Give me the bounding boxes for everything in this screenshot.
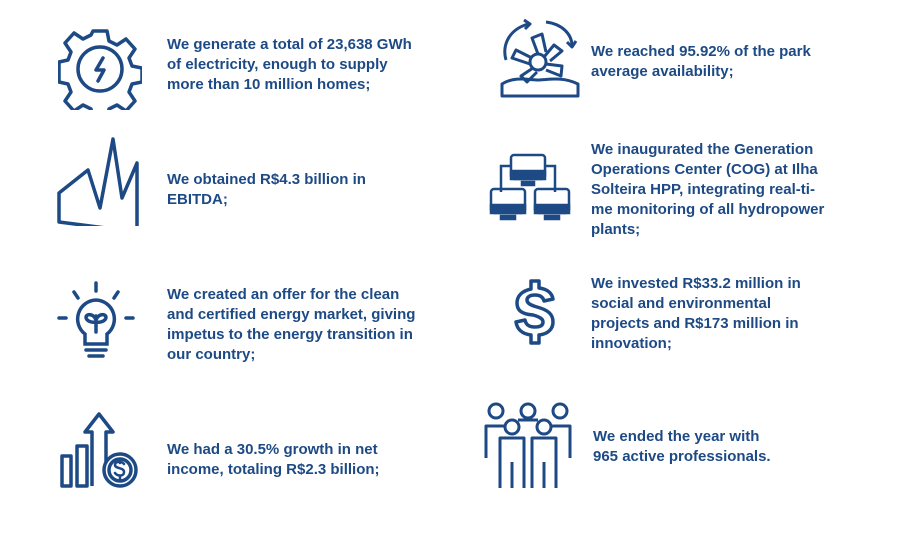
text-line: average availability; (591, 63, 734, 80)
text-line: social and environmental (591, 295, 772, 312)
text-line: We created an offer for the clean (167, 286, 400, 303)
people-group-icon (482, 402, 576, 492)
text-line: We reached 95.92% of the park (591, 43, 811, 60)
text-line: We generate a total of 23,638 GWh (167, 36, 412, 53)
text-line: We had a 30.5% growth in net (167, 441, 378, 458)
text-line: income, totaling R$2.3 billion; (167, 461, 380, 478)
text-line: EBITDA; (167, 191, 228, 208)
text-line: our country; (167, 346, 256, 363)
turbine-cycle-icon (500, 18, 582, 98)
text-line: impetus to the energy transition in (167, 326, 413, 343)
factory-peaks-icon (56, 134, 142, 226)
stat-availability-text: We reached 95.92% of the park average av… (591, 42, 811, 82)
text-line: We invested R$33.2 million in (591, 275, 801, 292)
text-line: more than 10 million homes; (167, 76, 371, 93)
stat-investment-text: We invested R$33.2 million in social and… (591, 274, 801, 354)
text-line: Operations Center (COG) at Ilha (591, 161, 818, 178)
text-line: me monitoring of all hydropower (591, 201, 825, 218)
text-line: of electricity, enough to supply (167, 56, 388, 73)
text-line: and certified energy market, giving (167, 306, 416, 323)
gear-lightning-icon (58, 28, 142, 110)
stat-generation-text: We generate a total of 23,638 GWh of ele… (167, 35, 412, 95)
growth-chart-coin-icon (56, 410, 150, 490)
text-line: We obtained R$4.3 billion in (167, 171, 366, 188)
stat-net-income-text: We had a 30.5% growth in net income, tot… (167, 440, 380, 480)
stat-clean-energy-text: We created an offer for the clean and ce… (167, 285, 415, 365)
stat-professionals-text: We ended the year with 965 active profes… (593, 427, 771, 467)
dollar-sign-icon (512, 278, 558, 354)
text-line: 965 active professionals. (593, 448, 771, 465)
text-line: We inaugurated the Generation (591, 141, 814, 158)
network-computers-icon (488, 152, 572, 222)
stat-ebitda-text: We obtained R$4.3 billion in EBITDA; (167, 170, 366, 210)
text-line: Solteira HPP, integrating real-ti- (591, 181, 815, 198)
text-line: innovation; (591, 335, 672, 352)
text-line: projects and R$173 million in (591, 315, 799, 332)
text-line: We ended the year with (593, 428, 760, 445)
stat-cog-text: We inaugurated the Generation Operations… (591, 140, 824, 240)
lightbulb-plant-icon (54, 280, 138, 362)
text-line: plants; (591, 221, 641, 238)
